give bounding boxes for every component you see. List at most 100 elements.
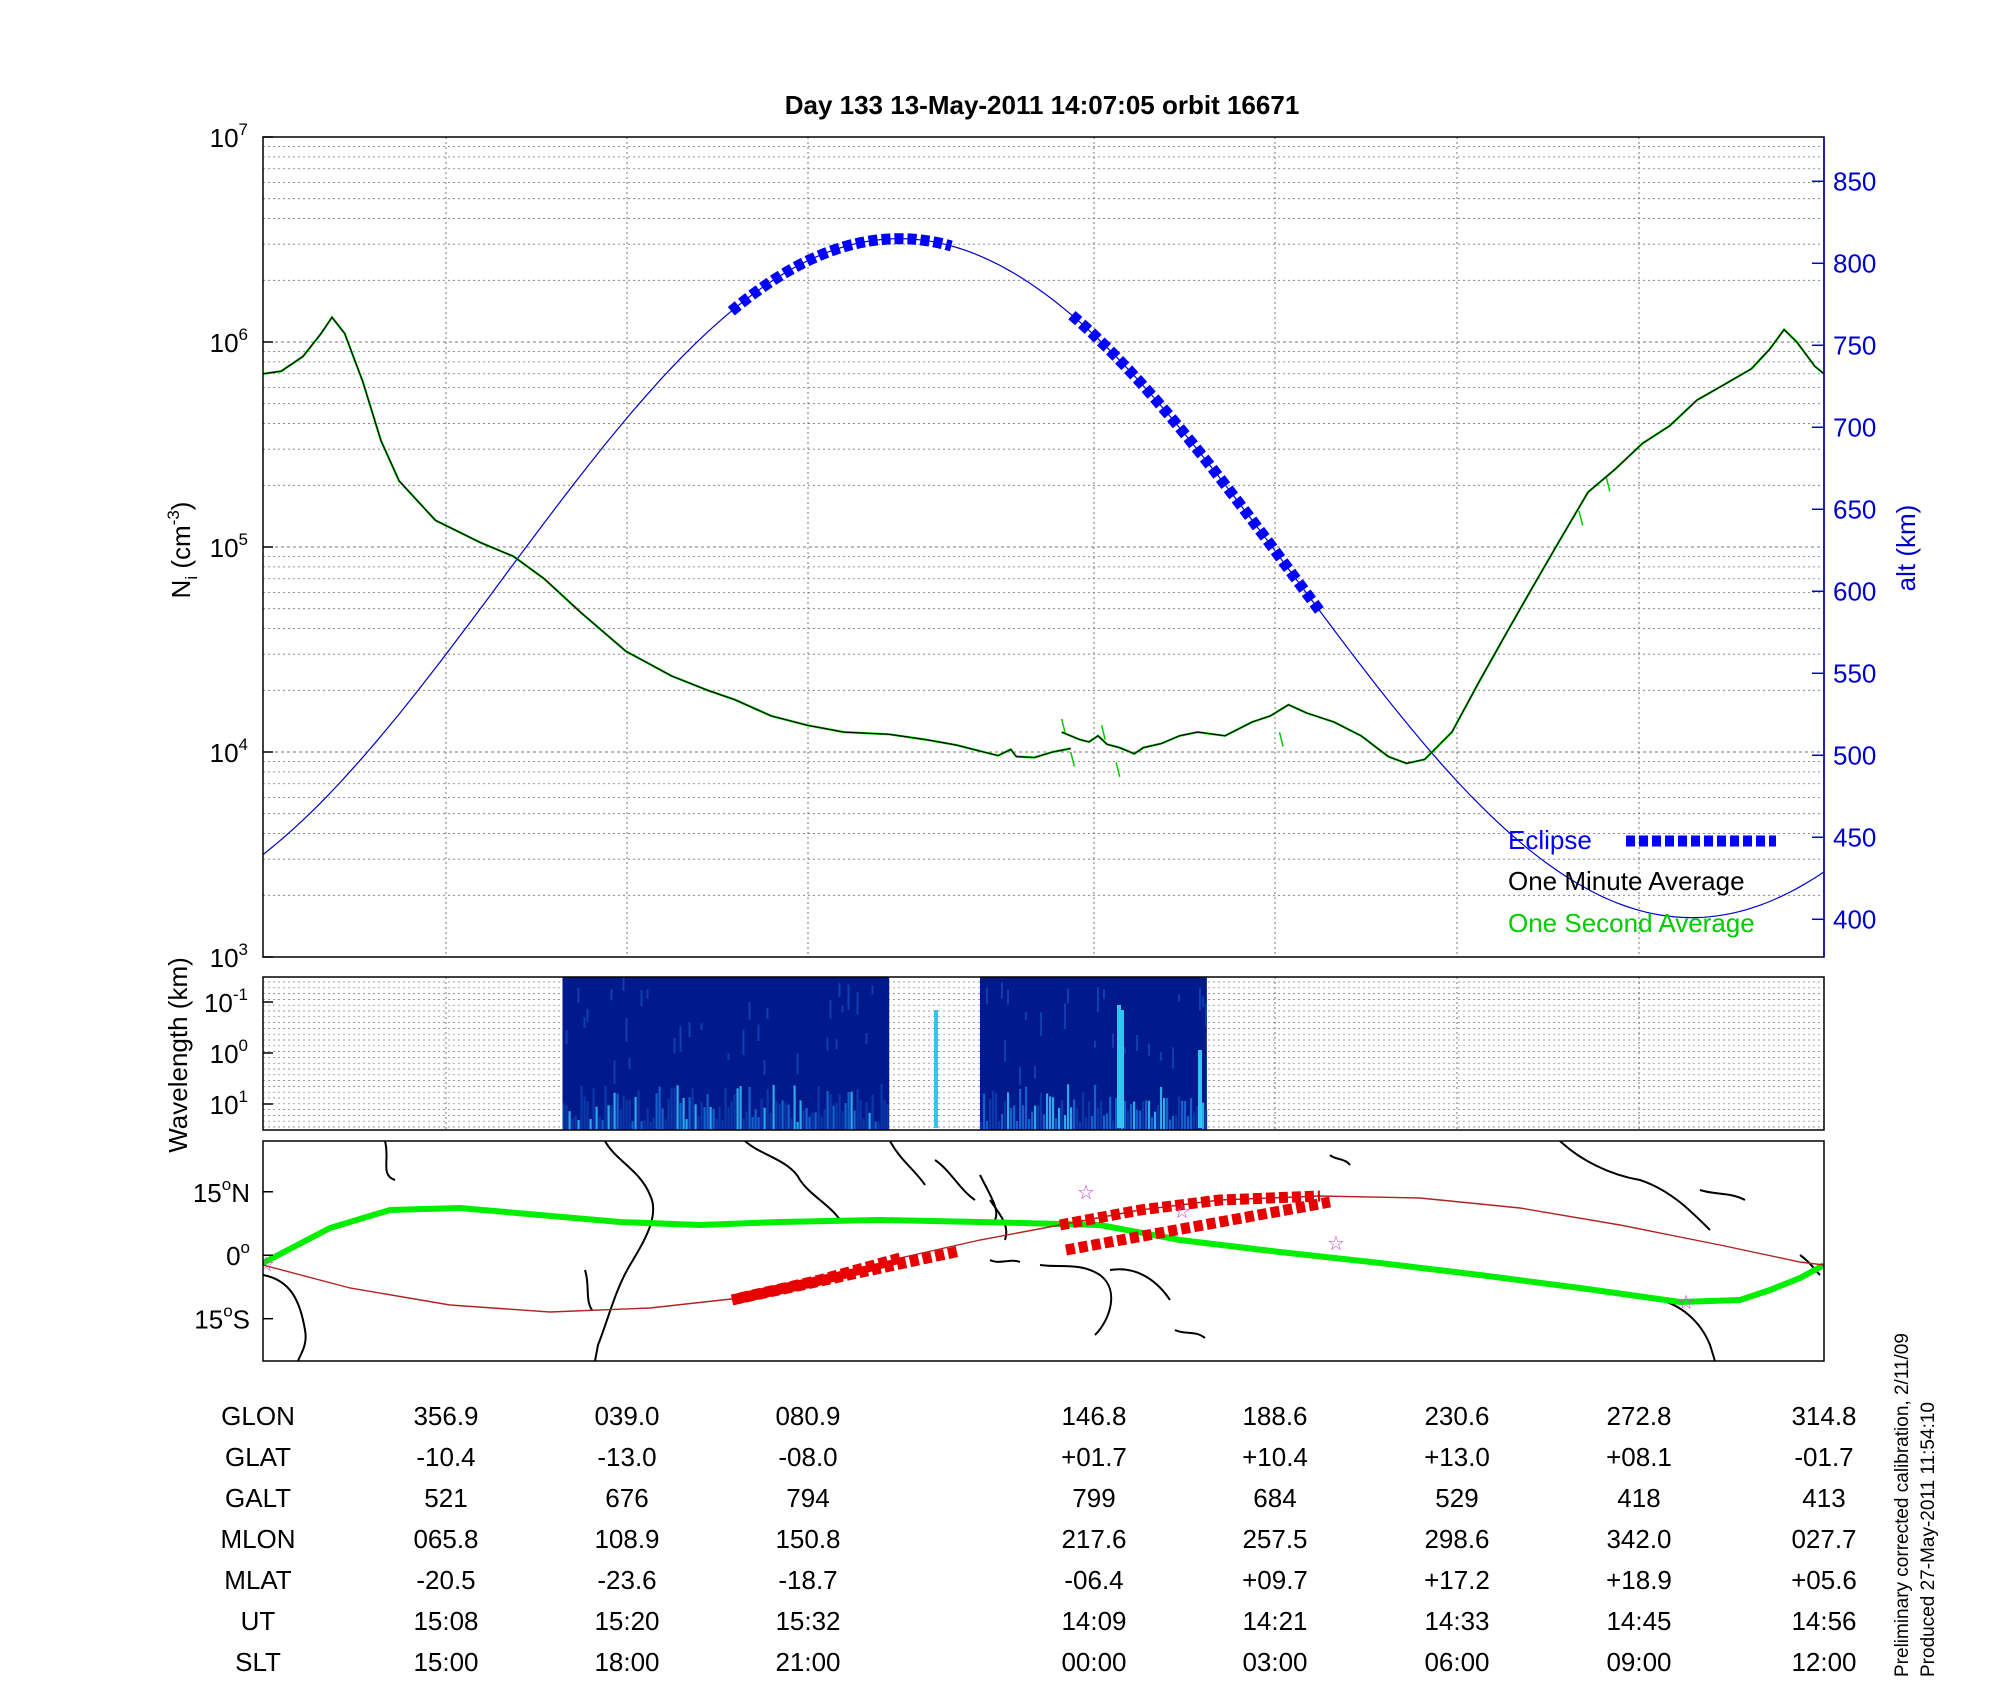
spectrogram-streak	[826, 1037, 829, 1051]
spectrogram-column	[703, 1107, 706, 1130]
spectrogram-column	[1078, 1121, 1082, 1130]
table-row-label: SLT	[235, 1647, 281, 1677]
table-cell: -20.5	[416, 1565, 475, 1595]
spectrogram-column	[1009, 1107, 1013, 1130]
table-cell: 799	[1072, 1483, 1115, 1513]
eclipse-track-segment	[1058, 1190, 1321, 1231]
spectrogram-streak	[628, 1057, 631, 1069]
spectrogram-column	[793, 1085, 796, 1130]
spectrogram-streak	[577, 987, 580, 1003]
table-cell: 217.6	[1061, 1524, 1126, 1554]
spectrogram-column	[637, 1090, 640, 1130]
spectrogram-column	[646, 1108, 649, 1130]
spectrogram-column	[679, 1103, 682, 1130]
spectrogram-column	[1072, 1099, 1076, 1130]
spectrogram-column	[673, 1087, 676, 1130]
spectrogram-column	[607, 1105, 610, 1130]
spectrogram-streak	[1111, 1033, 1114, 1048]
spectrogram-streak	[1201, 996, 1204, 1007]
station-star-icon: ☆	[1077, 1182, 1095, 1204]
spectrogram-column	[979, 1121, 983, 1130]
spectrogram-column	[1192, 1112, 1196, 1130]
spectrogram-column	[1066, 1084, 1070, 1130]
spectrogram-column	[1186, 1116, 1190, 1130]
spectrogram-block	[979, 977, 1207, 1130]
spectrogram-streak	[688, 1022, 691, 1038]
spectrogram-panel: 10-1 100 101 Wavelength (km)	[163, 957, 1825, 1153]
spectrogram-y-ticks: 10-1 100 101	[204, 985, 273, 1120]
density-y-ticks: 103 104 105 106 107	[210, 120, 273, 973]
spectrogram-column	[688, 1097, 691, 1130]
spectrogram-column	[844, 1103, 847, 1130]
table-cell: -23.6	[597, 1565, 656, 1595]
spectrogram-streak	[646, 989, 649, 999]
map-tracks: ☆ ☆ ☆ ☆ ☆	[263, 1182, 1824, 1314]
spectrogram-streak	[985, 987, 988, 1004]
coastline	[263, 1274, 307, 1361]
spectrogram-column	[1051, 1097, 1055, 1130]
one-minute-average-line	[263, 316, 1071, 759]
table-cell: 413	[1802, 1483, 1845, 1513]
coastline	[889, 1141, 926, 1186]
table-cell: +01.7	[1061, 1442, 1127, 1472]
spectrogram-column	[721, 1119, 724, 1130]
spectrogram-column	[823, 1109, 826, 1130]
table-cell: 14:45	[1606, 1606, 1671, 1636]
spectrogram-streak	[829, 999, 832, 1019]
table-cell: -01.7	[1794, 1442, 1853, 1472]
table-cell: -13.0	[597, 1442, 656, 1472]
spectrogram-column	[568, 1111, 571, 1130]
spectrogram-column	[1054, 1118, 1058, 1130]
map-y-tick-label: 15oS	[194, 1302, 250, 1335]
spectrogram-column	[1174, 1115, 1178, 1130]
spectrogram-column	[760, 1098, 763, 1130]
spectrogram-column	[733, 1094, 736, 1130]
spectrogram-streak	[748, 1001, 751, 1020]
spectrogram-ylabel: Wavelength (km)	[163, 957, 193, 1153]
spectrogram-streak	[625, 1018, 628, 1042]
spectrogram-column	[616, 1093, 619, 1130]
table-cell: -18.7	[778, 1565, 837, 1595]
spectrogram-column	[736, 1088, 739, 1130]
spectrogram-column	[1063, 1115, 1067, 1130]
spectrogram-column	[868, 1112, 871, 1130]
spectrogram-column	[880, 1084, 883, 1130]
spectrogram-streak	[1018, 1066, 1021, 1085]
spectrogram-column	[1108, 1096, 1112, 1130]
coastline	[594, 1141, 655, 1361]
spectrogram-column	[799, 1100, 802, 1130]
coastline	[1109, 1268, 1171, 1301]
spectrogram-column	[595, 1106, 598, 1130]
spectrogram-column	[1033, 1105, 1037, 1130]
spectrogram-streak	[742, 1029, 745, 1056]
eclipse-segment	[1068, 311, 1325, 615]
one-minute-average-line	[1061, 328, 1824, 764]
altitude-curve	[263, 238, 1824, 919]
table-cell: 09:00	[1606, 1647, 1671, 1677]
table-cell: 150.8	[775, 1524, 840, 1554]
table-cell: 06:00	[1424, 1647, 1489, 1677]
one-second-average-line	[263, 315, 1071, 759]
spectrogram-column	[1129, 1104, 1133, 1130]
table-cell: 418	[1617, 1483, 1660, 1513]
spectrogram-column	[1132, 1101, 1136, 1130]
spectrogram-column	[1075, 1108, 1079, 1130]
spectrogram-column	[1135, 1109, 1139, 1130]
spectrogram-column	[1012, 1105, 1016, 1130]
spectrogram-column	[1144, 1100, 1148, 1130]
table-cell: 521	[424, 1483, 467, 1513]
spectrogram-column	[613, 1092, 616, 1130]
spectrogram-bright-streak	[1117, 1005, 1121, 1128]
table-cell: 146.8	[1061, 1401, 1126, 1431]
spectrogram-column	[640, 1121, 643, 1130]
spectrogram-column	[649, 1121, 652, 1130]
spectrogram-y-tick-label: 10-1	[204, 985, 248, 1018]
one-second-spike	[1069, 751, 1076, 767]
spectrogram-streak	[1204, 1003, 1207, 1027]
spectrogram-streak	[796, 1053, 799, 1075]
alt-y-tick-label: 850	[1833, 166, 1876, 196]
table-cell: +10.4	[1242, 1442, 1308, 1472]
table-cell: 676	[605, 1483, 648, 1513]
spectrogram-column	[886, 1103, 889, 1130]
spectrogram-column	[682, 1097, 685, 1130]
